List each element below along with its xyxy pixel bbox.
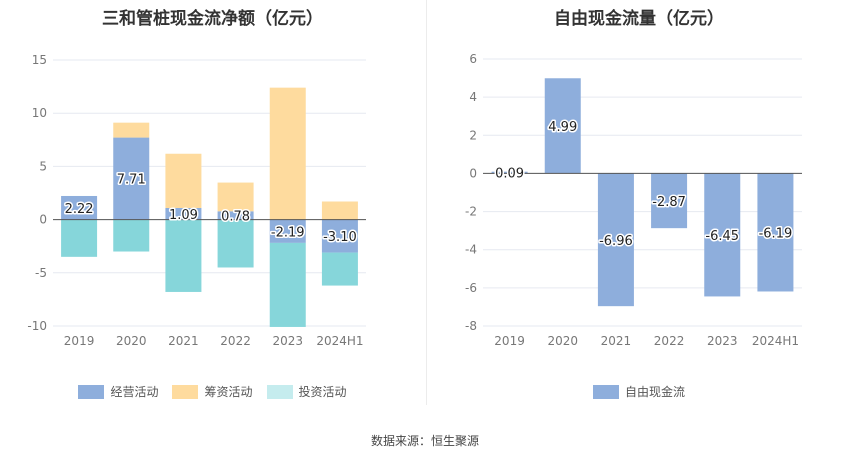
- y-tick-label: 2: [469, 128, 477, 142]
- bar-3: [61, 219, 98, 257]
- y-tick-label: -5: [35, 266, 47, 280]
- free-cashflow-chart-panel: 自由现金流量（亿元） 6 4 2 0 -2 -4 -6 -8 2019 2020 2021 2022 2…: [428, 0, 850, 405]
- data-label: 7.71: [117, 173, 146, 188]
- bar-1: [113, 137, 150, 220]
- legend-item[interactable]: 投资活动: [266, 383, 347, 400]
- legend-label: 投资活动: [298, 385, 347, 399]
- cashflow-chart-panel: 三和管桩现金流净额（亿元） 15 10 5 0 -5 -10 2019 2020 2021 202…: [0, 0, 425, 405]
- y-tick-label: -8: [465, 319, 477, 333]
- y-tick-label: -10: [27, 319, 47, 333]
- bar-1: [321, 219, 358, 253]
- bar-3: [113, 219, 150, 252]
- legend-item[interactable]: 经营活动: [78, 383, 158, 400]
- data-label: 1.09: [169, 208, 198, 223]
- x-tick-label: 2019: [64, 334, 95, 348]
- x-tick-label: 2024H1: [752, 334, 799, 348]
- data-label: 0.09: [495, 167, 524, 182]
- bar-1: [491, 171, 528, 174]
- x-tick-label: 2023: [707, 334, 738, 348]
- y-tick-label: 15: [32, 53, 47, 67]
- bar-2: [165, 153, 202, 209]
- bar-2: [113, 122, 150, 138]
- bar-3: [269, 242, 306, 327]
- x-tick-label: 2023: [272, 334, 303, 348]
- data-label: 2.22: [65, 202, 94, 217]
- free-cashflow-chart-plot: 6 4 2 0 -2 -4 -6 -8 2019 2020 2021 2022 2023 2024H1 0.…: [465, 52, 802, 348]
- x-tick-label: 2021: [168, 334, 199, 348]
- bar-1: [61, 195, 98, 220]
- y-tick-label: -4: [465, 243, 477, 257]
- x-tick-label: 2021: [601, 334, 632, 348]
- bar-2: [269, 87, 306, 220]
- data-source-note: 数据来源：恒生聚源: [370, 434, 479, 448]
- y-tick-label: 6: [469, 52, 477, 66]
- bar-1: [544, 78, 581, 174]
- x-tick-label: 2024H1: [316, 334, 363, 348]
- data-label: -3.10: [323, 230, 357, 245]
- data-label: 4.99: [548, 120, 577, 135]
- y-tick-label: -2: [465, 205, 477, 219]
- data-label: -6.96: [599, 234, 633, 249]
- bar-2: [321, 201, 358, 220]
- data-label: -6.45: [705, 229, 739, 244]
- cashflow-chart-title: 三和管桩现金流净额（亿元）: [102, 9, 323, 29]
- legend-label: 筹资活动: [204, 385, 253, 399]
- data-label: -2.19: [271, 225, 305, 240]
- x-tick-label: 2020: [547, 334, 578, 348]
- bar-2: [217, 182, 254, 212]
- bar-3: [321, 252, 358, 286]
- y-tick-label: 0: [469, 166, 477, 180]
- legend-swatch: [78, 384, 105, 399]
- bar-1: [757, 173, 794, 292]
- bar-1: [165, 208, 202, 220]
- y-tick-label: 4: [469, 90, 477, 104]
- bar-1: [704, 173, 741, 297]
- legend-swatch: [592, 384, 619, 399]
- bar-3: [217, 219, 254, 268]
- x-tick-label: 2022: [220, 334, 251, 348]
- bar-3: [165, 219, 202, 292]
- y-tick-label: 10: [32, 106, 47, 120]
- y-tick-label: -6: [465, 281, 477, 295]
- y-tick-label: 5: [39, 159, 47, 173]
- free-cashflow-chart-title: 自由现金流量（亿元）: [554, 9, 724, 29]
- legend-swatch: [266, 384, 293, 399]
- x-tick-label: 2020: [116, 334, 147, 348]
- bar-1: [217, 211, 254, 220]
- y-tick-label: 0: [39, 213, 47, 227]
- cashflow-chart-plot: 15 10 5 0 -5 -10 2019 2020 2021 2022 2023 2024H1 2.2…: [27, 53, 366, 348]
- x-tick-label: 2022: [654, 334, 685, 348]
- legend-label: 经营活动: [110, 385, 159, 399]
- bar-1: [651, 173, 688, 229]
- panel-divider: [426, 0, 427, 405]
- cashflow-chart-legend: 经营活动 筹资活动 投资活动: [0, 383, 425, 400]
- legend-item[interactable]: 筹资活动: [172, 383, 253, 400]
- data-label: -6.19: [759, 226, 793, 241]
- data-label: 0.78: [221, 209, 250, 224]
- legend-label: 自由现金流: [624, 385, 685, 399]
- x-tick-label: 2019: [494, 334, 525, 348]
- bar-1: [269, 219, 306, 243]
- data-label: -2.87: [652, 195, 686, 210]
- bar-1: [597, 173, 634, 307]
- free-cashflow-chart-legend: 自由现金流: [428, 383, 850, 400]
- legend-swatch: [172, 384, 199, 399]
- legend-item[interactable]: 自由现金流: [592, 383, 685, 400]
